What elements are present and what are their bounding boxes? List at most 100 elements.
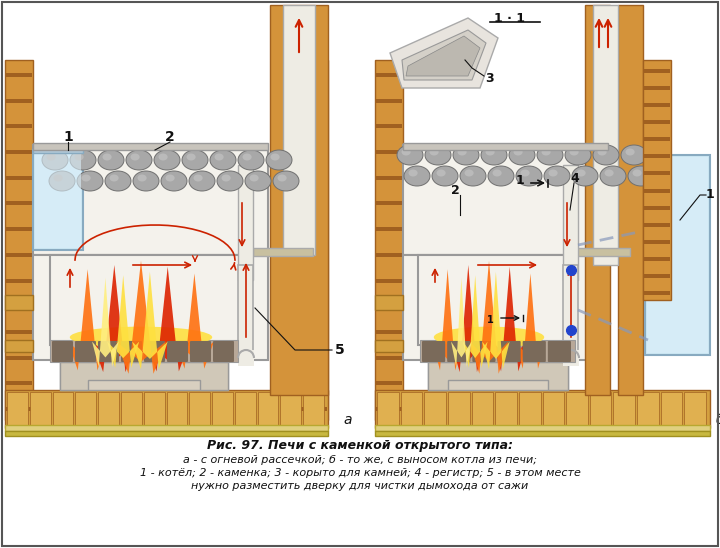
Ellipse shape bbox=[70, 150, 96, 170]
Bar bbox=[375, 60, 403, 420]
Ellipse shape bbox=[521, 169, 530, 176]
FancyBboxPatch shape bbox=[213, 341, 234, 362]
Polygon shape bbox=[433, 269, 463, 370]
Ellipse shape bbox=[430, 149, 438, 156]
Ellipse shape bbox=[215, 153, 224, 161]
Bar bbox=[6, 304, 32, 309]
Bar bbox=[428, 362, 568, 390]
Bar bbox=[6, 381, 32, 385]
Bar bbox=[33, 255, 268, 360]
Bar bbox=[5, 390, 328, 428]
Bar bbox=[258, 392, 279, 426]
Text: 2: 2 bbox=[451, 184, 459, 197]
Ellipse shape bbox=[75, 153, 84, 161]
Text: 1: 1 bbox=[487, 315, 493, 325]
Ellipse shape bbox=[102, 153, 112, 161]
Text: 4: 4 bbox=[571, 172, 580, 185]
Text: 1: 1 bbox=[63, 130, 73, 144]
Ellipse shape bbox=[425, 145, 451, 165]
Bar bbox=[377, 392, 399, 426]
Ellipse shape bbox=[266, 150, 292, 170]
Ellipse shape bbox=[53, 174, 63, 181]
Bar bbox=[60, 362, 228, 390]
Ellipse shape bbox=[565, 145, 591, 165]
FancyBboxPatch shape bbox=[75, 341, 96, 362]
Bar bbox=[376, 278, 402, 283]
Ellipse shape bbox=[154, 150, 180, 170]
Bar bbox=[33, 143, 268, 150]
Ellipse shape bbox=[397, 145, 423, 165]
Ellipse shape bbox=[130, 153, 140, 161]
Bar bbox=[418, 255, 566, 345]
Bar bbox=[212, 392, 233, 426]
Ellipse shape bbox=[464, 169, 474, 176]
Bar bbox=[238, 165, 253, 280]
Text: 1: 1 bbox=[706, 189, 714, 202]
Ellipse shape bbox=[577, 169, 585, 176]
Ellipse shape bbox=[109, 174, 119, 181]
Bar bbox=[375, 431, 710, 436]
Bar bbox=[376, 227, 402, 231]
Ellipse shape bbox=[621, 145, 647, 165]
Bar bbox=[495, 392, 517, 426]
Bar bbox=[301, 227, 327, 231]
Bar bbox=[644, 137, 670, 141]
Bar bbox=[376, 330, 402, 334]
Ellipse shape bbox=[549, 169, 558, 176]
Bar bbox=[644, 206, 670, 210]
FancyBboxPatch shape bbox=[472, 341, 495, 362]
Bar bbox=[375, 295, 403, 310]
Bar bbox=[570, 248, 630, 256]
Ellipse shape bbox=[598, 149, 607, 156]
Bar bbox=[684, 392, 706, 426]
Bar bbox=[644, 103, 670, 107]
Ellipse shape bbox=[626, 149, 634, 156]
Bar bbox=[376, 150, 402, 154]
Bar bbox=[563, 350, 579, 366]
Bar bbox=[448, 392, 469, 426]
Bar bbox=[6, 356, 32, 359]
Polygon shape bbox=[60, 362, 228, 390]
Bar bbox=[5, 431, 328, 436]
Bar bbox=[144, 392, 164, 426]
Bar bbox=[593, 5, 618, 265]
Bar bbox=[6, 124, 32, 128]
Bar bbox=[301, 99, 327, 102]
Ellipse shape bbox=[509, 145, 535, 165]
Polygon shape bbox=[451, 265, 485, 372]
Ellipse shape bbox=[402, 149, 410, 156]
Bar bbox=[6, 407, 32, 411]
Bar bbox=[280, 392, 301, 426]
Bar bbox=[644, 120, 670, 124]
Ellipse shape bbox=[222, 174, 230, 181]
Bar bbox=[301, 150, 327, 154]
Text: нужно разместить дверку для чистки дымохода от сажи: нужно разместить дверку для чистки дымох… bbox=[192, 481, 528, 491]
Polygon shape bbox=[463, 275, 487, 368]
Bar bbox=[301, 304, 327, 309]
Bar bbox=[6, 73, 32, 77]
Bar bbox=[637, 392, 659, 426]
Bar bbox=[5, 425, 328, 431]
Bar bbox=[301, 202, 327, 206]
Bar bbox=[643, 60, 671, 300]
Ellipse shape bbox=[600, 166, 626, 186]
Ellipse shape bbox=[210, 150, 236, 170]
Bar bbox=[6, 176, 32, 180]
Bar bbox=[5, 340, 33, 352]
Bar bbox=[424, 392, 446, 426]
Bar bbox=[5, 295, 33, 310]
Text: 1 · 1: 1 · 1 bbox=[495, 12, 526, 25]
FancyBboxPatch shape bbox=[167, 341, 188, 362]
Ellipse shape bbox=[404, 166, 430, 186]
Bar bbox=[400, 392, 423, 426]
Polygon shape bbox=[107, 275, 139, 368]
Ellipse shape bbox=[194, 174, 202, 181]
Bar bbox=[644, 240, 670, 244]
Ellipse shape bbox=[42, 150, 68, 170]
Bar bbox=[301, 278, 327, 283]
Bar bbox=[376, 381, 402, 385]
Polygon shape bbox=[402, 30, 486, 80]
Ellipse shape bbox=[277, 174, 287, 181]
Polygon shape bbox=[92, 278, 119, 367]
Bar bbox=[644, 257, 670, 261]
